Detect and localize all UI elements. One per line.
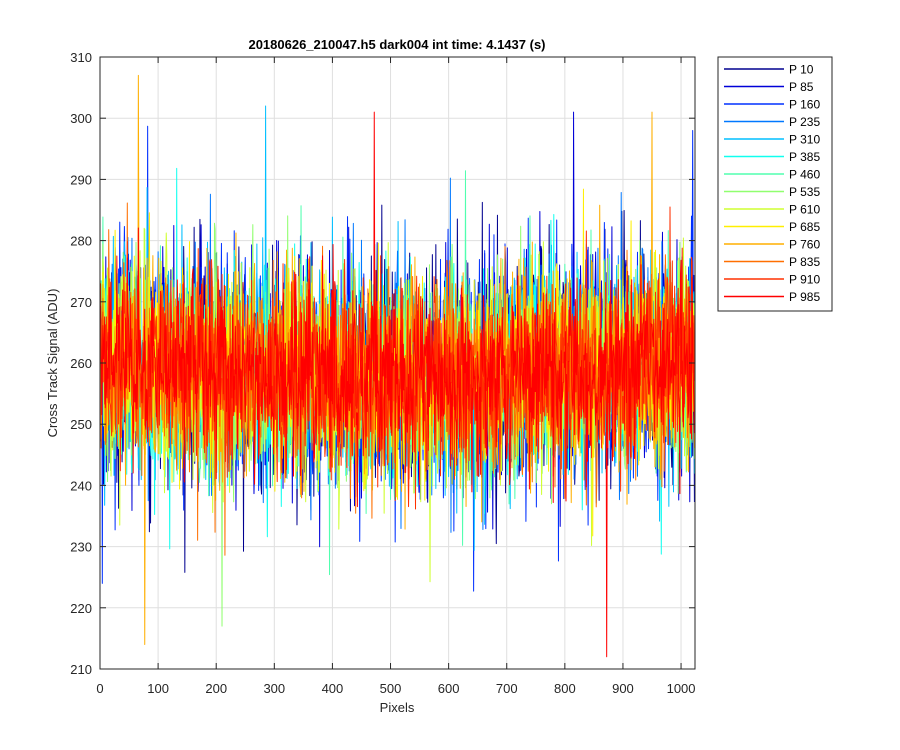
y-tick-label: 270 (70, 295, 92, 310)
x-tick-label: 500 (380, 681, 402, 696)
y-tick-label: 250 (70, 417, 92, 432)
legend-label: P 535 (789, 185, 820, 199)
x-tick-label: 300 (263, 681, 285, 696)
legend-label: P 310 (789, 133, 820, 147)
x-axis-tick-labels: 0 100 200 300 400 500 600 700 800 900 1000 (96, 681, 695, 696)
legend-label: P 835 (789, 255, 820, 269)
legend-label: P 385 (789, 150, 820, 164)
legend-label: P 985 (789, 290, 820, 304)
y-tick-label: 220 (70, 601, 92, 616)
plot-area (99, 56, 696, 670)
x-tick-label: 700 (496, 681, 518, 696)
x-tick-label: 900 (612, 681, 634, 696)
legend-label: P 235 (789, 115, 820, 129)
x-tick-label: 0 (96, 681, 103, 696)
legend-box (717, 56, 833, 312)
legend: P 10 P 85 P 160 P 235 P 310 P 385 P 460 P 535 P … (717, 56, 833, 312)
legend-items: P 10 P 85 P 160 P 235 P 310 P 385 P 460 P 535 P … (724, 63, 820, 304)
legend-label: P 10 (789, 63, 814, 77)
y-tick-label: 240 (70, 478, 92, 493)
y-tick-label: 260 (70, 356, 92, 371)
series-line-p985 (99, 111, 695, 658)
legend-label: P 760 (789, 238, 820, 252)
y-tick-label: 300 (70, 111, 92, 126)
y-tick-label: 210 (70, 662, 92, 677)
y-axis-label: Cross Track Signal (ADU) (45, 289, 60, 438)
series-line-p910 (99, 206, 695, 510)
y-tick-label: 230 (70, 540, 92, 555)
series-lines (99, 74, 695, 658)
y-tick-label: 290 (70, 172, 92, 187)
x-tick-label: 800 (554, 681, 576, 696)
x-tick-label: 200 (205, 681, 227, 696)
x-tick-label: 1000 (667, 681, 696, 696)
y-axis-tick-labels: 210 220 230 240 250 260 270 280 290 300 310 (70, 50, 92, 677)
plot-frame (99, 56, 696, 670)
y-tick-label: 310 (70, 50, 92, 65)
y-tick-label: 280 (70, 234, 92, 249)
x-tick-label: 400 (322, 681, 344, 696)
x-axis-label: Pixels (380, 700, 415, 715)
legend-label: P 910 (789, 273, 820, 287)
x-tick-label: 600 (438, 681, 460, 696)
chart-title: 20180626_210047.h5 dark004 int time: 4.1… (248, 37, 545, 52)
legend-label: P 685 (789, 220, 820, 234)
x-tick-label: 100 (147, 681, 169, 696)
legend-label: P 160 (789, 98, 820, 112)
legend-label: P 460 (789, 168, 820, 182)
legend-label: P 610 (789, 203, 820, 217)
legend-label: P 85 (789, 80, 814, 94)
